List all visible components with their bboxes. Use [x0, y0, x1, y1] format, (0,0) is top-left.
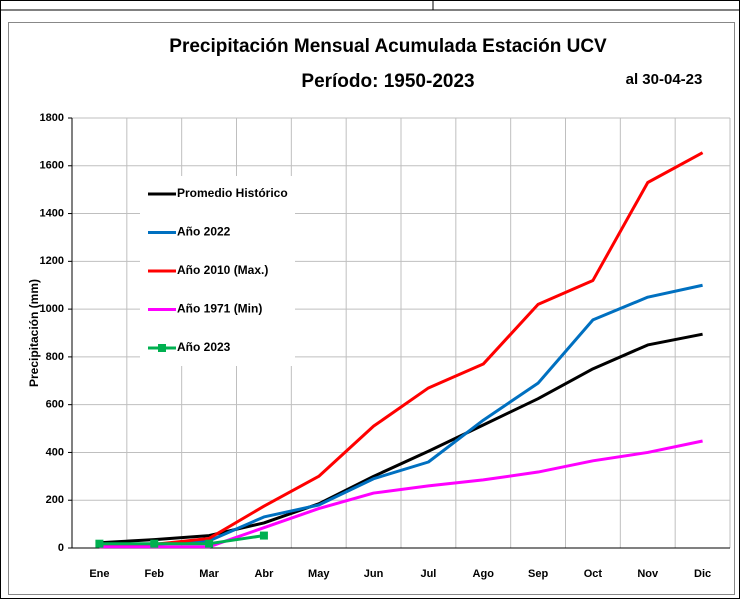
legend-label: Año 2022 — [177, 225, 231, 239]
series-line — [99, 151, 704, 549]
y-tick-label: 1400 — [40, 207, 64, 219]
chart-subtitle: Período: 1950-2023 — [301, 71, 474, 92]
series-line — [99, 534, 265, 546]
y-tick-label: 1600 — [40, 160, 64, 172]
series-line — [99, 439, 703, 549]
series-line — [99, 283, 703, 548]
y-tick-label: 1200 — [40, 255, 64, 267]
y-tick-label: 1800 — [40, 112, 64, 124]
x-tick-label: Dic — [694, 568, 711, 580]
legend-label: Promedio Histórico — [177, 186, 288, 200]
x-tick-label: Jun — [364, 568, 384, 580]
chart-area — [8, 22, 735, 595]
series-line — [99, 332, 703, 545]
x-tick-label: May — [308, 568, 330, 580]
annotation: al 30-04-23 — [626, 71, 703, 88]
x-tick-label: Nov — [637, 568, 659, 580]
marker — [150, 539, 159, 548]
legend-marker — [158, 344, 166, 352]
x-tick-label: Jul — [420, 568, 436, 580]
y-axis-label: Precipitación (mm) — [27, 279, 41, 387]
y-tick-label: 0 — [58, 542, 64, 554]
x-tick-label: Abr — [254, 568, 274, 580]
legend-label: Año 1971 (Min) — [177, 302, 262, 316]
x-tick-label: Oct — [584, 568, 603, 580]
x-tick-label: Feb — [144, 568, 164, 580]
x-tick-label: Sep — [528, 568, 548, 580]
marker — [259, 531, 268, 540]
legend-label: Año 2010 (Max.) — [177, 263, 268, 277]
x-tick-label: Ago — [473, 568, 495, 580]
y-tick-label: 1000 — [40, 303, 64, 315]
x-tick-label: Mar — [199, 568, 219, 580]
y-tick-label: 400 — [46, 446, 64, 458]
chart-title: Precipitación Mensual Acumulada Estación… — [169, 36, 607, 57]
x-tick-label: Ene — [89, 568, 109, 580]
y-tick-label: 200 — [46, 494, 64, 506]
y-tick-label: 600 — [46, 399, 64, 411]
marker — [95, 539, 104, 548]
legend-label: Año 2023 — [177, 340, 231, 354]
y-tick-label: 800 — [46, 351, 64, 363]
marker — [205, 539, 214, 548]
